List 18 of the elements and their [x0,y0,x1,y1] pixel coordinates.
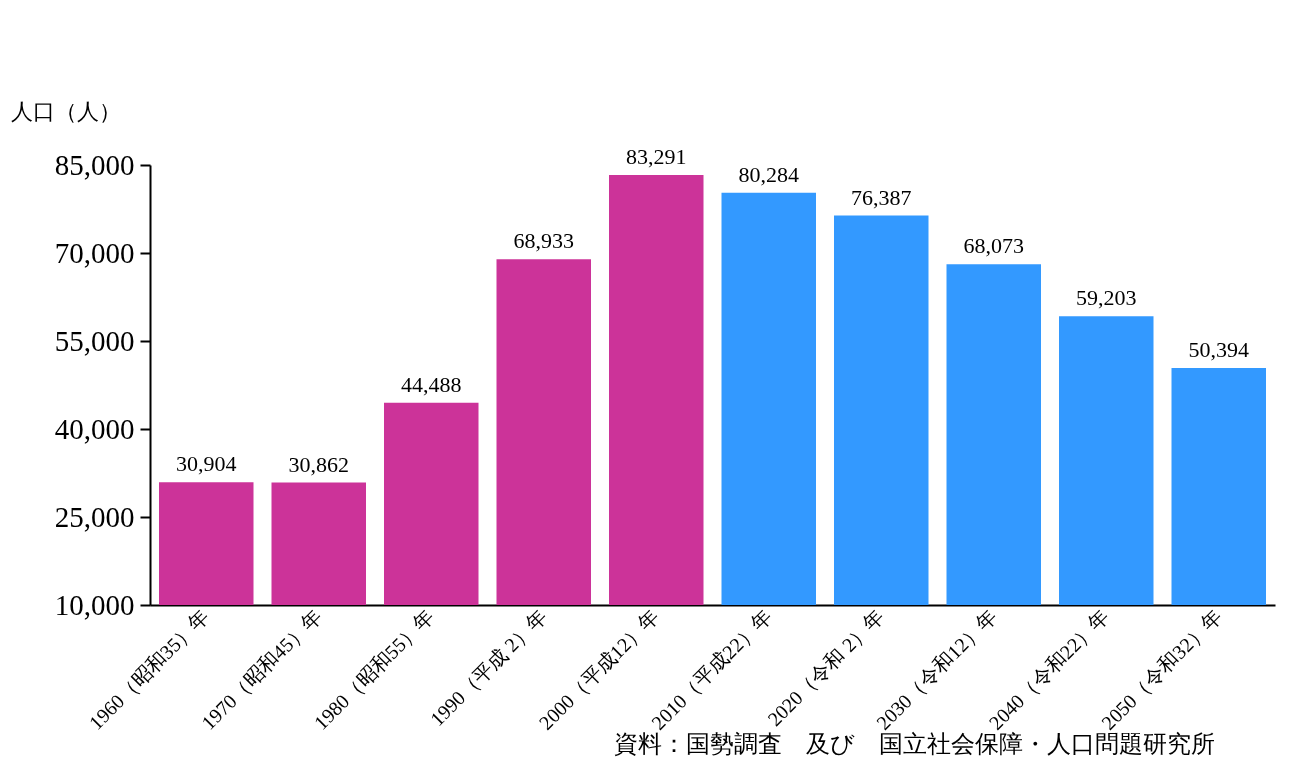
y-tick-label: 40,000 [54,412,135,445]
y-tick-label: 55,000 [54,324,135,357]
data-label: 68,073 [963,233,1024,259]
y-tick-label: 10,000 [54,588,135,621]
text: 資料：国勢調査 及び 国立社会保障・人口問題研究所 [614,731,1215,758]
data-label: 83,291 [626,144,687,170]
y-tick-label: 25,000 [54,500,135,533]
y-tick-label: 70,000 [54,236,135,269]
data-label: 30,862 [288,451,349,477]
data-label: 76,387 [851,184,912,210]
y-axis-title: 人口（人） [10,98,121,124]
data-label: 59,203 [1076,285,1137,311]
data-label: 80,284 [738,161,799,187]
data-label: 44,488 [401,371,462,397]
y-tick-label: 85,000 [54,148,135,181]
data-label: 30,904 [176,451,237,477]
data-label: 50,394 [1188,337,1249,363]
data-label: 68,933 [513,228,574,254]
